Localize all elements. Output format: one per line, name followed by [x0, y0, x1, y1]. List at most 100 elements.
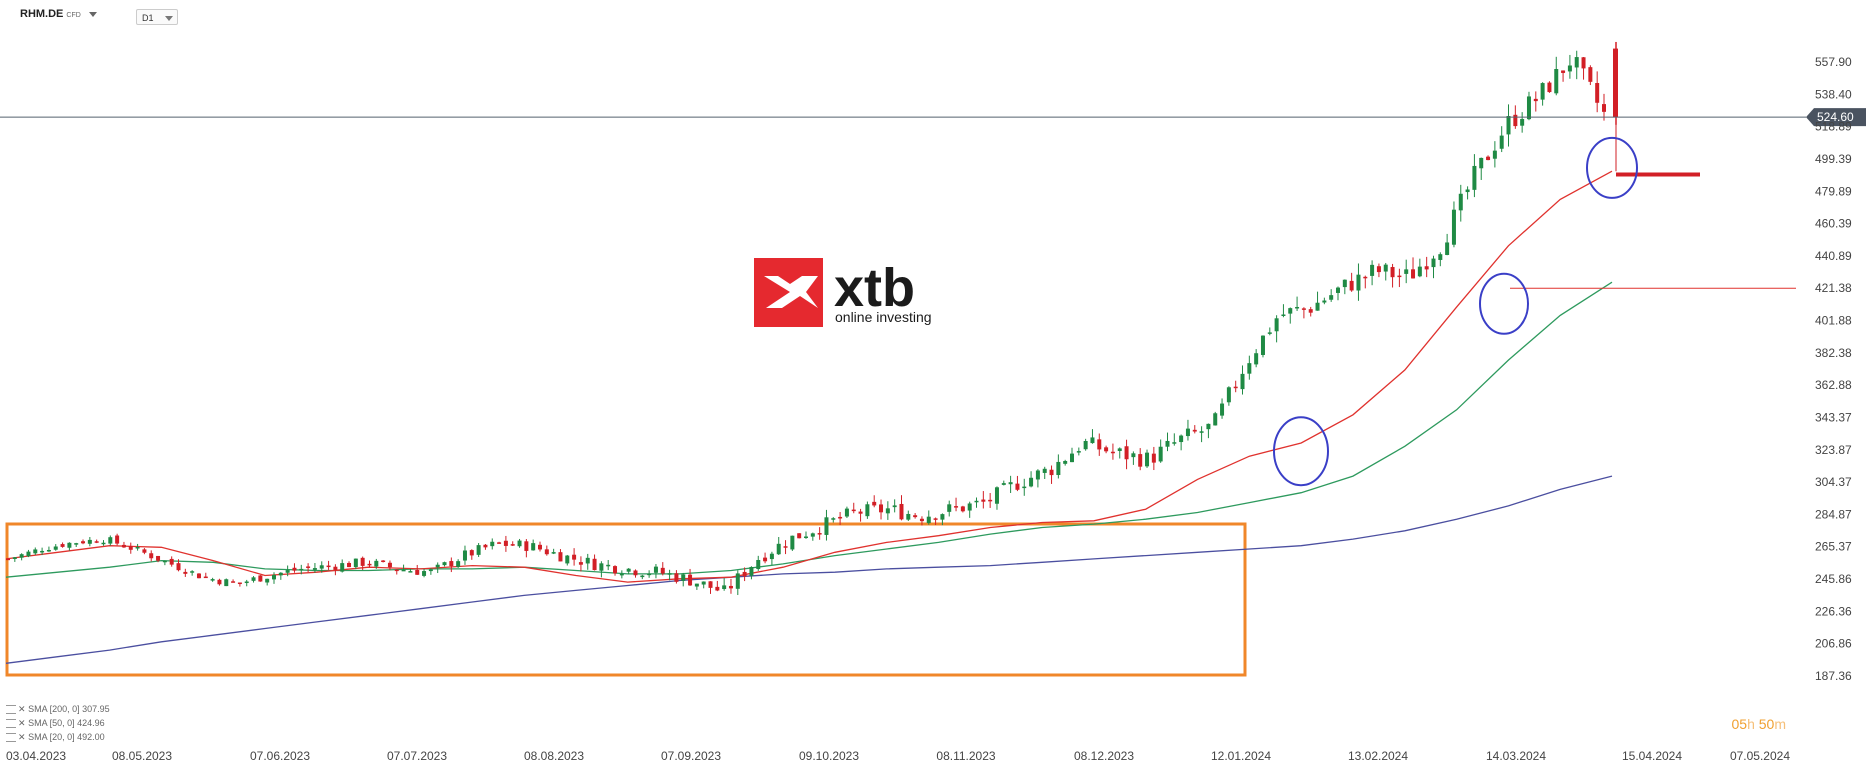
candle-body	[1267, 332, 1272, 334]
candle-body	[838, 516, 843, 519]
candle-body	[258, 575, 263, 582]
logo-tagline: online investing	[835, 309, 932, 325]
candle-down	[933, 517, 938, 526]
candle-down	[60, 542, 65, 548]
candle-body	[1104, 447, 1109, 452]
candle-up	[1417, 258, 1422, 278]
candle-up	[1185, 419, 1190, 441]
indicator-settings-icon[interactable]	[6, 733, 16, 743]
candle-body	[292, 567, 297, 571]
candle-body	[81, 541, 86, 544]
candle-body	[667, 573, 672, 575]
indicator-sma200[interactable]: ✕ SMA [200, 0] 307.95	[6, 704, 110, 715]
candle-body	[40, 550, 45, 553]
candle-body	[156, 555, 161, 561]
close-icon[interactable]: ✕	[18, 704, 26, 714]
candle-body	[763, 557, 768, 562]
candle-down	[1424, 256, 1429, 278]
candle-body	[551, 552, 556, 554]
candle-down	[872, 495, 877, 508]
candle-down	[708, 581, 713, 594]
candle-body	[797, 533, 802, 539]
indicator-settings-icon[interactable]	[6, 719, 16, 729]
candle-up	[517, 538, 522, 548]
candle-body	[401, 569, 406, 572]
candle-body	[1465, 189, 1470, 193]
candle-body	[374, 560, 379, 567]
candle-body	[653, 566, 658, 573]
candle-up	[1322, 297, 1327, 305]
candle-body	[347, 562, 352, 568]
candle-body	[824, 517, 829, 535]
timer-hours: 05	[1731, 716, 1748, 732]
candle-up	[1342, 279, 1347, 295]
candle-body	[756, 559, 761, 570]
symbol-selector[interactable]: RHM.DE CFD	[20, 8, 97, 20]
candle-body	[742, 571, 747, 577]
candle-up	[865, 501, 870, 519]
close-icon[interactable]: ✕	[18, 732, 26, 742]
symbol-label: RHM.DE	[20, 8, 64, 20]
candle-up	[1383, 262, 1388, 281]
candle-body	[572, 554, 577, 560]
candle-down	[817, 527, 822, 540]
logo-brand-text: xtb	[834, 258, 915, 318]
candle-body	[1131, 453, 1136, 458]
candle-body	[947, 504, 952, 512]
candle-down	[797, 533, 802, 539]
candle-up	[272, 572, 276, 584]
candle-up	[1213, 411, 1218, 426]
candle-down	[1192, 425, 1197, 434]
candle-body	[53, 546, 58, 550]
indicator-sma50[interactable]: ✕ SMA [50, 0] 424.96	[6, 718, 105, 729]
candle-down	[1602, 93, 1606, 121]
candle-down	[879, 499, 884, 520]
candle-down	[94, 539, 99, 544]
candle-up	[667, 569, 672, 581]
candle-body	[735, 573, 740, 589]
candle-down	[394, 569, 399, 575]
candle-body	[497, 542, 502, 544]
timeframe-select[interactable]: D1	[136, 9, 178, 25]
candle-body	[694, 583, 699, 587]
chevron-down-icon[interactable]	[88, 11, 97, 17]
candle-body	[333, 566, 338, 570]
candle-up	[265, 578, 270, 586]
candle-body	[1185, 428, 1190, 437]
candle-body	[1499, 135, 1504, 149]
candle-body	[340, 563, 345, 572]
candle-body	[1274, 318, 1279, 332]
timer-m-unit: m	[1774, 716, 1786, 732]
candle-body	[1124, 446, 1129, 460]
candle-down	[688, 568, 693, 586]
candle-up	[490, 538, 495, 550]
candle-down	[81, 539, 86, 545]
candle-up	[1574, 50, 1579, 80]
candle-body	[469, 550, 474, 556]
candle-down	[674, 570, 679, 584]
candle-up	[1370, 260, 1375, 286]
candle-body	[640, 575, 645, 578]
candle-body	[6, 558, 10, 561]
timer-h-unit: h	[1747, 716, 1755, 732]
candle-up	[1035, 469, 1040, 488]
candle-up	[892, 499, 897, 513]
candle-body	[1110, 451, 1115, 454]
candle-body	[94, 541, 99, 543]
candle-up	[26, 549, 31, 558]
candle-body	[1322, 300, 1327, 303]
indicator-settings-icon[interactable]	[6, 705, 16, 715]
candle-body	[1588, 67, 1593, 82]
candle-up	[408, 568, 413, 573]
candle-up	[1076, 447, 1081, 456]
close-icon[interactable]: ✕	[18, 718, 26, 728]
candle-body	[578, 562, 583, 565]
indicator-sma20[interactable]: ✕ SMA [20, 0] 492.00	[6, 732, 105, 743]
candle-body	[503, 540, 508, 546]
candle-body	[1158, 446, 1163, 462]
candle-body	[176, 563, 181, 571]
candle-body	[428, 569, 433, 572]
candle-up	[619, 570, 624, 579]
candle-down	[326, 560, 331, 570]
